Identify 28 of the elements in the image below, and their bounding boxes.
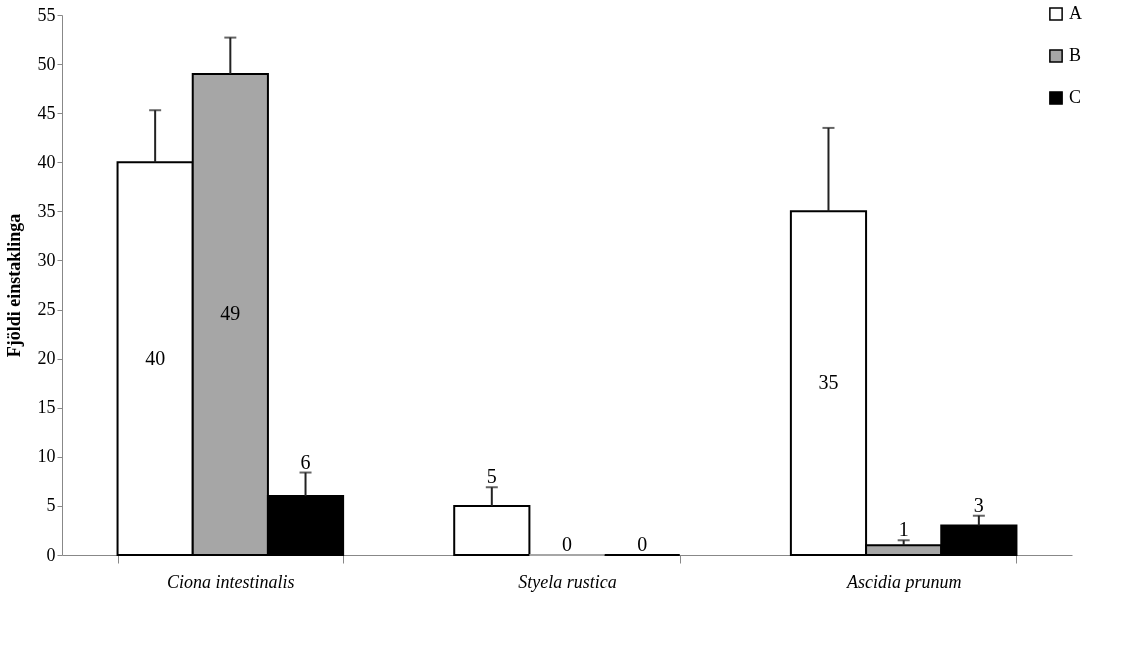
y-tick-label: 20 bbox=[37, 348, 56, 369]
y-tick-label: 55 bbox=[37, 4, 56, 25]
x-tick-label: Ciona intestinalis bbox=[167, 571, 295, 592]
y-axis-title: Fjöldi einstaklinga bbox=[3, 213, 24, 358]
data-label: 0 bbox=[637, 533, 648, 555]
y-tick-label: 50 bbox=[37, 53, 56, 74]
data-label: 0 bbox=[562, 533, 572, 555]
legend-label: C bbox=[1069, 87, 1082, 107]
y-tick-label: 15 bbox=[37, 397, 56, 418]
y-tick-label: 30 bbox=[37, 249, 56, 270]
data-label: 3 bbox=[973, 493, 984, 516]
y-tick-label: 25 bbox=[37, 299, 56, 320]
data-label: 5 bbox=[486, 465, 497, 488]
legend-label: B bbox=[1069, 45, 1082, 65]
data-label: 40 bbox=[145, 346, 166, 369]
data-label: 49 bbox=[220, 302, 241, 325]
y-tick-label: 5 bbox=[46, 495, 56, 516]
data-label: 1 bbox=[898, 518, 909, 541]
x-tick-label: Styela rustica bbox=[518, 571, 617, 592]
data-label: 6 bbox=[300, 450, 311, 473]
y-tick-label: 35 bbox=[37, 200, 56, 221]
legend-label: A bbox=[1069, 3, 1082, 23]
y-tick-label: 10 bbox=[37, 446, 56, 467]
y-tick-label: 0 bbox=[46, 544, 56, 565]
x-tick-label: Ascidia prunum bbox=[845, 571, 962, 592]
data-label: 35 bbox=[818, 371, 839, 394]
y-tick-label: 45 bbox=[37, 102, 56, 123]
y-tick-label: 40 bbox=[37, 151, 56, 172]
